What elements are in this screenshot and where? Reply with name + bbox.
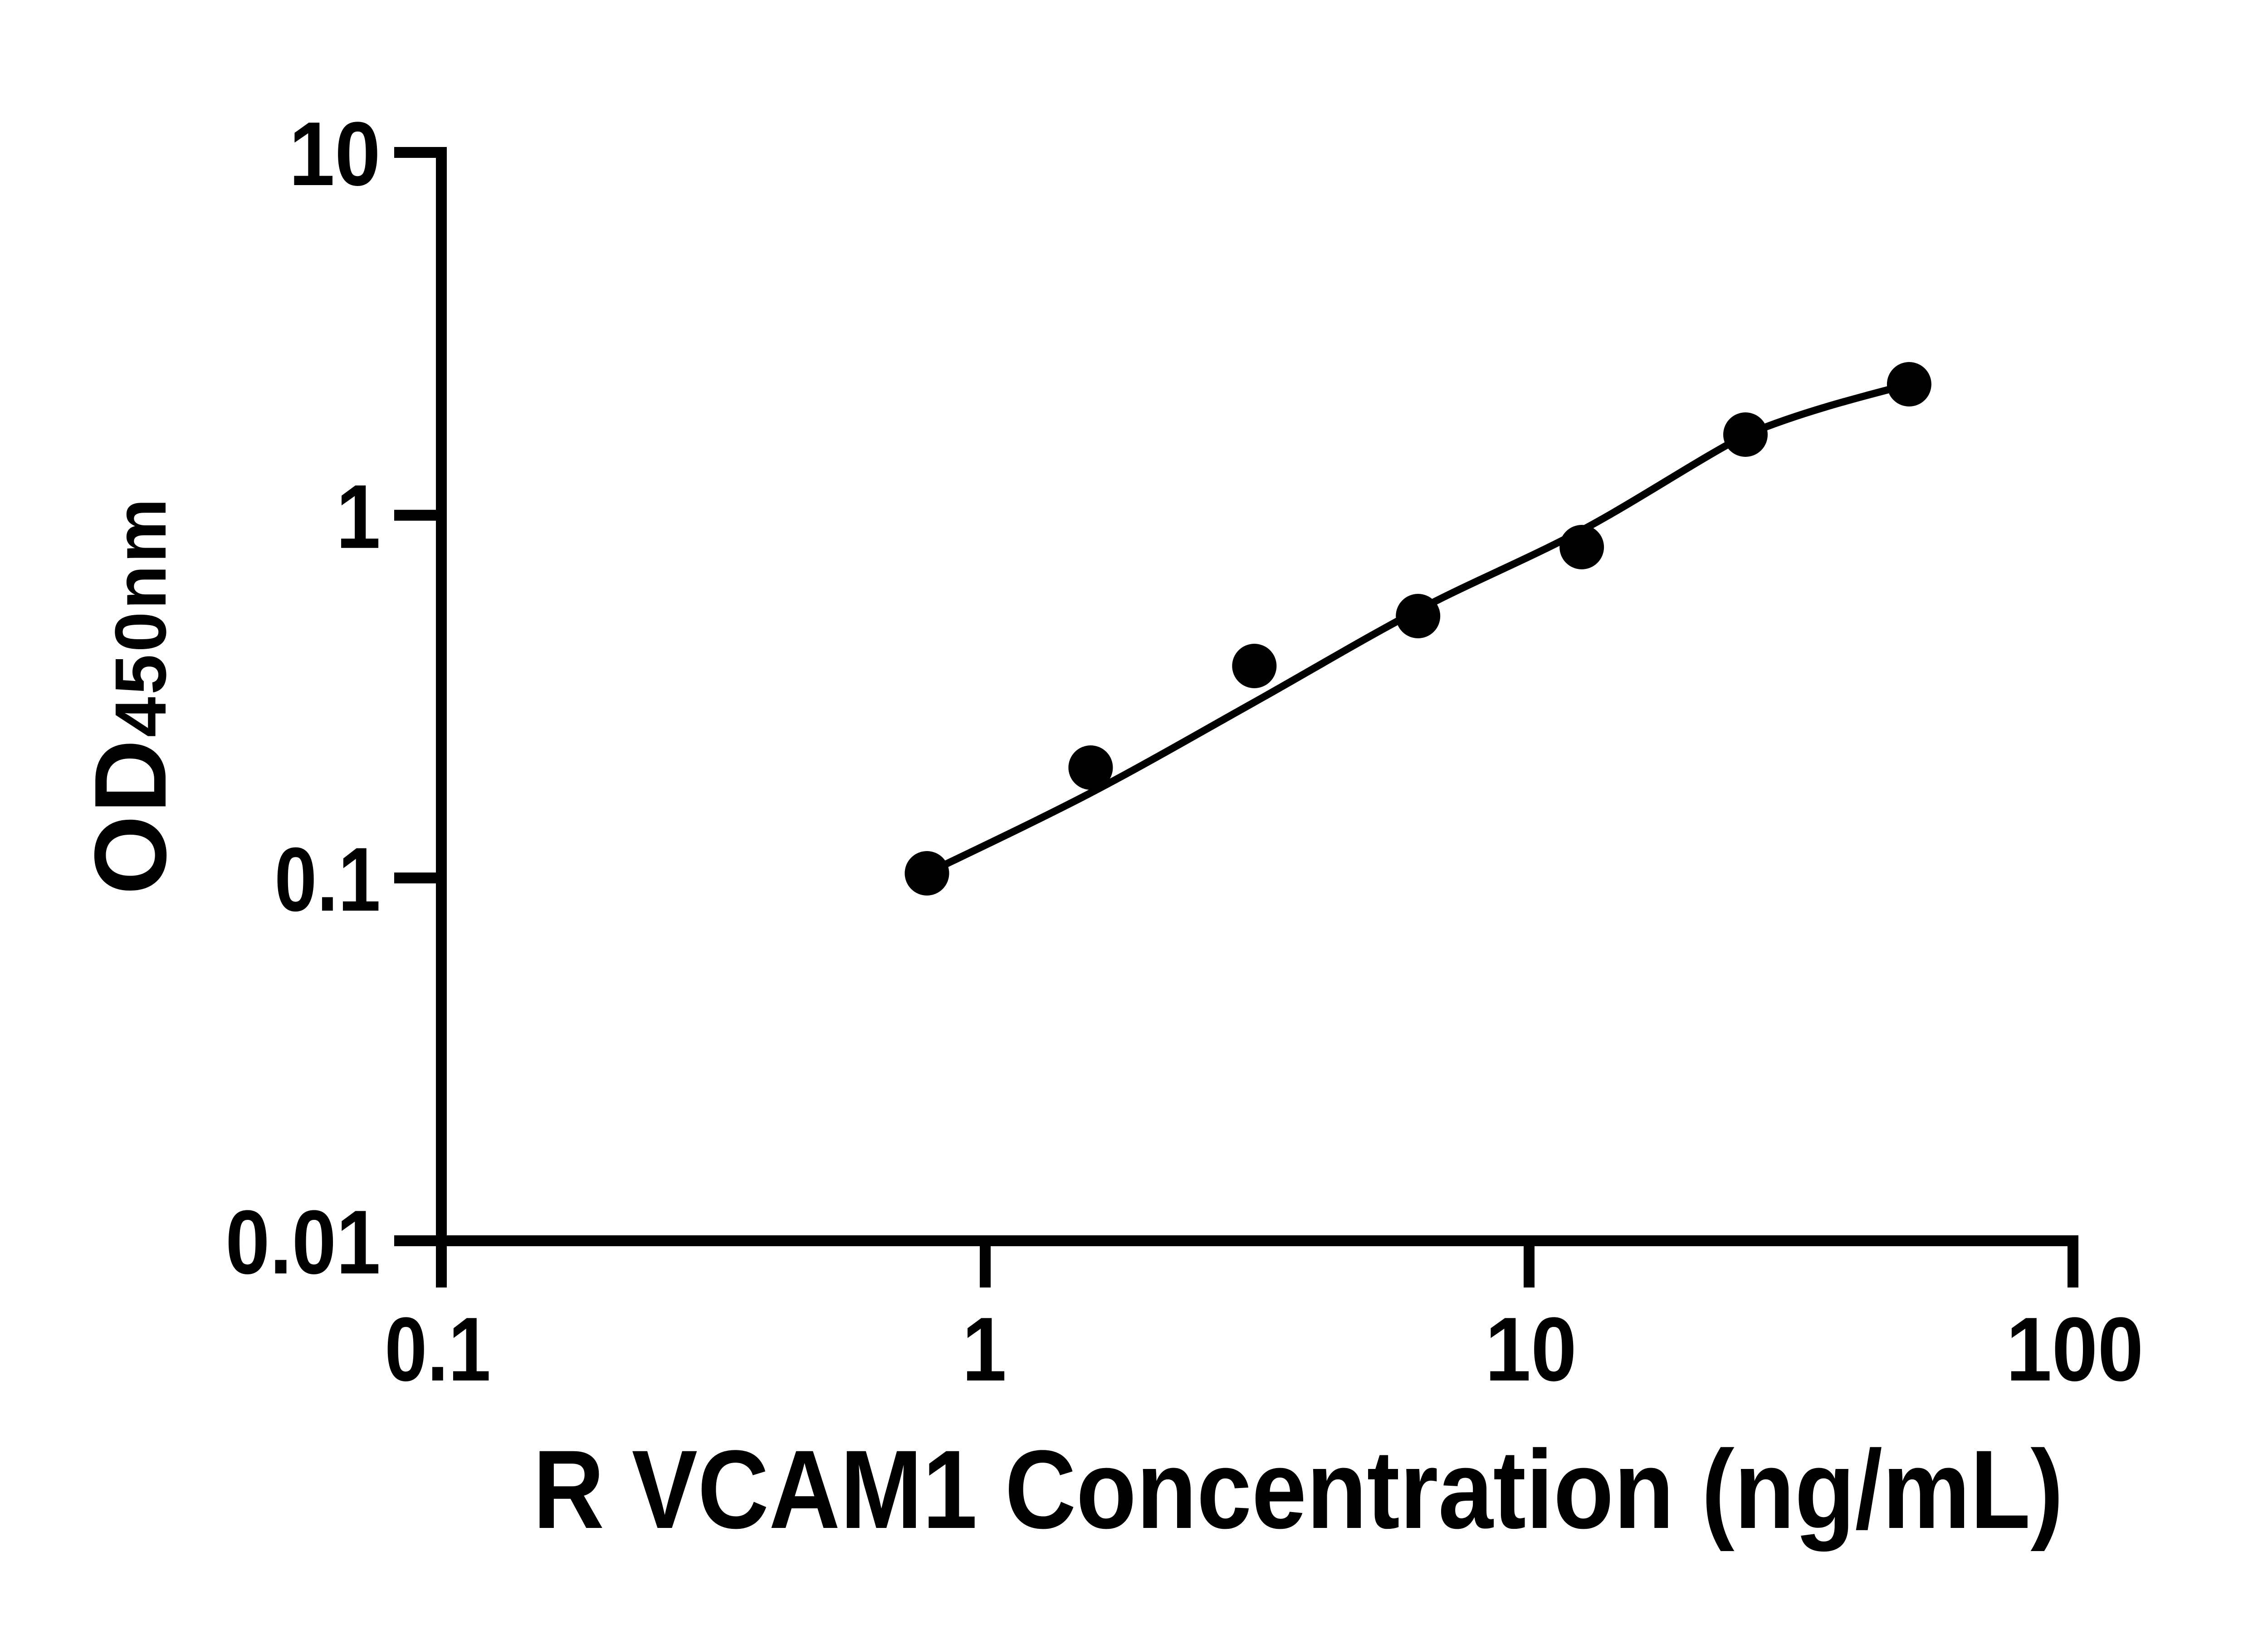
svg-text:0.01: 0.01 <box>225 1192 381 1293</box>
svg-text:10: 10 <box>1485 1299 1577 1400</box>
svg-text:R VCAM1 Concentration (ng/mL): R VCAM1 Concentration (ng/mL) <box>533 1427 2063 1552</box>
svg-text:0.1: 0.1 <box>274 829 381 930</box>
svg-text:1: 1 <box>962 1299 1007 1400</box>
svg-text:OD450nm: OD450nm <box>73 496 187 895</box>
svg-text:1: 1 <box>336 466 381 568</box>
svg-text:10: 10 <box>289 103 381 205</box>
svg-text:0.1: 0.1 <box>385 1299 491 1400</box>
svg-text:100: 100 <box>2006 1299 2144 1400</box>
